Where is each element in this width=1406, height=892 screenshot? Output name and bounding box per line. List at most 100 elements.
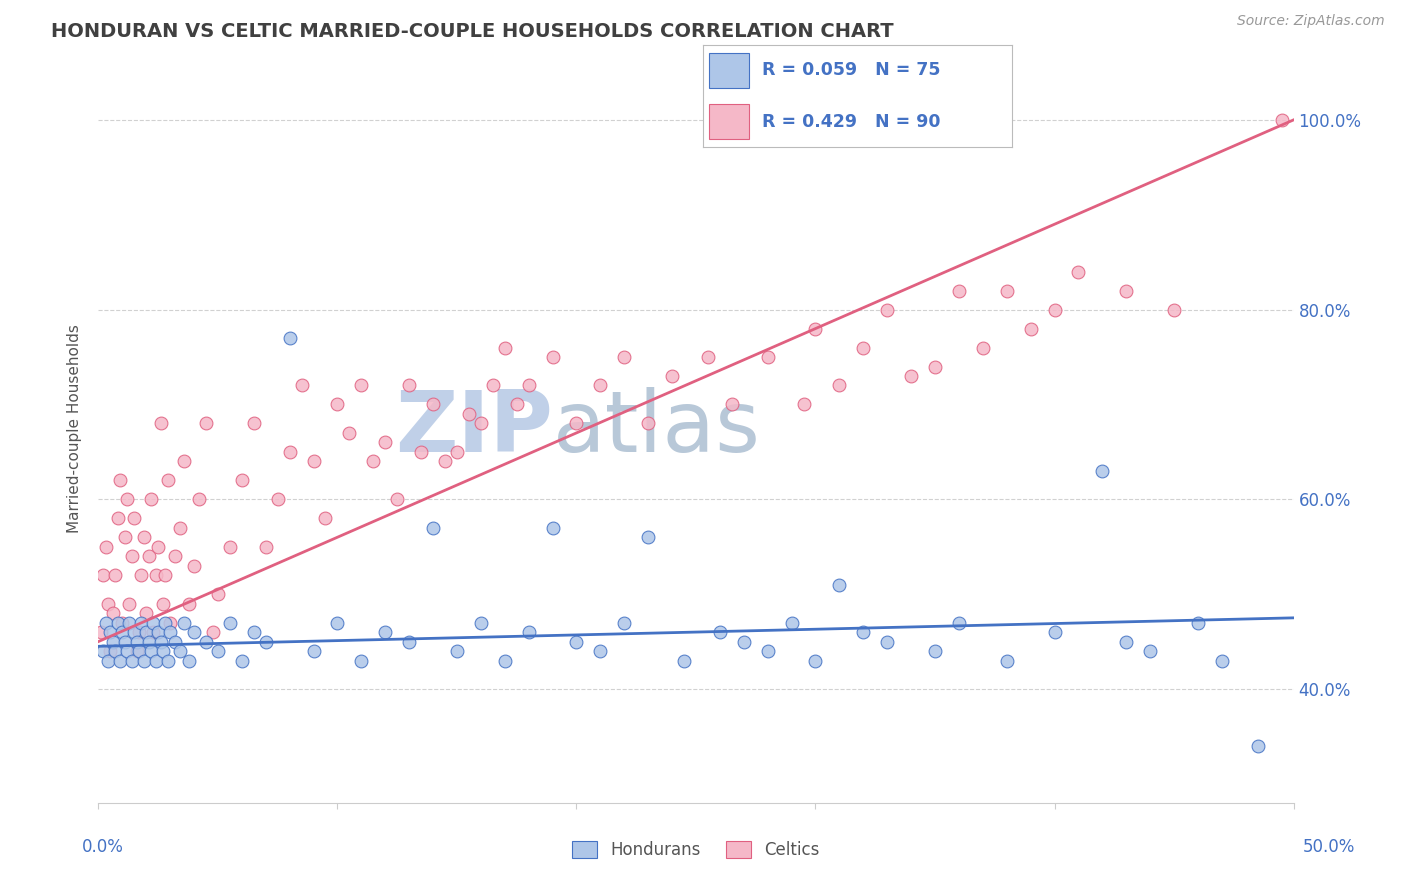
Point: [254, 634, 277, 648]
Point: [135, 625, 157, 640]
Point: [207, 644, 229, 658]
Point: [131, 615, 153, 630]
Point: [107, 615, 129, 630]
Point: [1139, 644, 1161, 658]
Point: [1271, 112, 1294, 127]
Point: [374, 625, 396, 640]
Point: [156, 654, 179, 668]
Point: [121, 549, 143, 564]
Point: [398, 634, 420, 648]
Text: Source: ZipAtlas.com: Source: ZipAtlas.com: [1237, 14, 1385, 28]
Point: [613, 350, 636, 364]
Point: [243, 625, 266, 640]
Point: [207, 587, 229, 601]
Point: [183, 625, 205, 640]
Point: [470, 615, 492, 630]
Point: [91, 568, 114, 582]
Point: [350, 654, 373, 668]
Point: [132, 654, 155, 668]
Point: [111, 625, 134, 640]
Point: [152, 644, 174, 658]
Point: [169, 644, 191, 658]
Point: [876, 302, 898, 317]
Point: [350, 378, 373, 392]
Point: [995, 654, 1018, 668]
Point: [163, 634, 186, 648]
Point: [94, 615, 117, 630]
Point: [541, 350, 564, 364]
Point: [195, 417, 218, 431]
Point: [124, 511, 146, 525]
Point: [135, 606, 157, 620]
Point: [374, 435, 396, 450]
Point: [363, 454, 385, 468]
Point: [339, 425, 361, 440]
Point: [517, 378, 540, 392]
Point: [948, 284, 970, 298]
Point: [565, 417, 588, 431]
Point: [422, 521, 444, 535]
Text: ZIP: ZIP: [395, 386, 553, 470]
Point: [995, 284, 1018, 298]
Point: [494, 341, 516, 355]
Point: [149, 634, 172, 648]
Point: [673, 654, 696, 668]
Point: [159, 625, 181, 640]
Point: [326, 397, 349, 411]
Point: [128, 625, 150, 640]
Point: [101, 606, 124, 620]
Point: [924, 644, 946, 658]
Point: [115, 492, 138, 507]
Point: [219, 540, 242, 554]
Point: [163, 549, 186, 564]
Point: [589, 644, 612, 658]
Point: [398, 378, 420, 392]
Text: R = 0.429   N = 90: R = 0.429 N = 90: [762, 112, 941, 130]
Point: [1043, 625, 1066, 640]
Point: [202, 625, 225, 640]
Point: [793, 397, 815, 411]
Point: [446, 644, 468, 658]
Point: [876, 634, 898, 648]
Point: [101, 634, 124, 648]
Point: [1067, 265, 1090, 279]
Point: [900, 369, 922, 384]
Point: [302, 644, 325, 658]
Point: [148, 625, 170, 640]
Point: [733, 634, 755, 648]
Point: [104, 568, 127, 582]
Point: [804, 321, 827, 335]
Point: [780, 615, 803, 630]
Point: [169, 521, 191, 535]
Point: [121, 654, 143, 668]
Point: [128, 644, 150, 658]
Point: [828, 378, 851, 392]
Legend: Hondurans, Celtics: Hondurans, Celtics: [565, 834, 827, 865]
Point: [97, 654, 120, 668]
Point: [155, 615, 177, 630]
Text: atlas: atlas: [553, 386, 761, 470]
Point: [108, 654, 131, 668]
Point: [94, 540, 117, 554]
Point: [107, 511, 129, 525]
Point: [1019, 321, 1042, 335]
Point: [149, 417, 172, 431]
Point: [1247, 739, 1270, 753]
Point: [114, 530, 136, 544]
Point: [142, 615, 165, 630]
Point: [434, 454, 457, 468]
Point: [108, 473, 131, 487]
Point: [97, 597, 120, 611]
Point: [195, 634, 218, 648]
Point: [111, 615, 134, 630]
Point: [1043, 302, 1066, 317]
Point: [972, 341, 994, 355]
Point: [173, 615, 195, 630]
Point: [924, 359, 946, 374]
Point: [278, 445, 301, 459]
Point: [709, 625, 731, 640]
Point: [637, 417, 659, 431]
Point: [231, 654, 253, 668]
Point: [183, 558, 205, 573]
Bar: [709, 53, 749, 87]
